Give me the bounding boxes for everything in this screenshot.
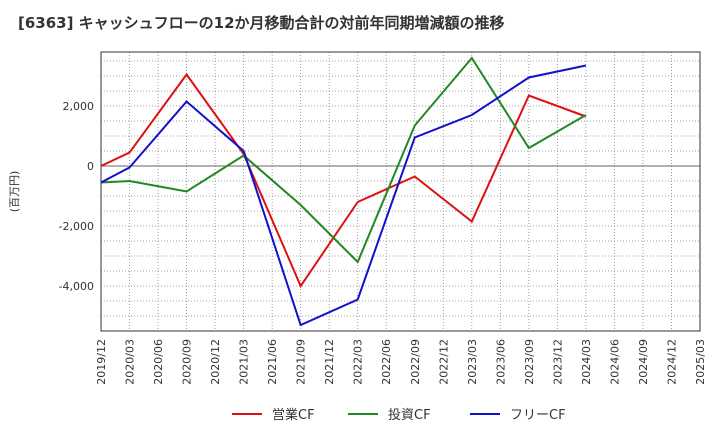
y-axis-label: (百万円) [8,171,21,213]
x-tick-label: 2024/12 [665,339,678,385]
x-tick-label: 2020/03 [124,339,137,385]
x-tick-label: 2024/06 [608,339,621,385]
series-line-3 [100,64,587,327]
plot-border [100,51,701,332]
x-tick-label: 2025/03 [694,339,707,385]
x-tick-label: 2023/06 [494,339,507,385]
x-tick-label: 2021/12 [323,339,336,385]
x-tick-label: 2024/03 [580,339,593,385]
x-tick-label: 2022/09 [409,339,422,385]
chart-title: [6363] キャッシュフローの12か月移動合計の対前年同期増減額の推移 [18,14,505,32]
x-tick-label: 2023/12 [551,339,564,385]
x-tick-label: 2022/03 [352,339,365,385]
x-tick-label: 2022/06 [380,339,393,385]
series-lines [100,56,587,327]
legend-label-1: 営業CF [272,407,315,423]
x-tick-label: 2020/09 [181,339,194,385]
x-tick-label: 2021/09 [295,339,308,385]
x-tick-label: 2021/06 [266,339,279,385]
axes: 2019/12 2020/03 2020/06 2020/09 2020/12 2021/… [8,51,707,385]
legend: 営業CF 投資CF フリーCF [232,407,566,423]
x-tick-label: 2020/06 [152,339,165,385]
x-tick-label: 2024/09 [637,339,650,385]
legend-label-3: フリーCF [510,408,566,423]
y-tick-label: -4,000 [59,280,94,293]
y-tick-label: 2,000 [63,100,95,113]
y-tick-label: 0 [87,160,94,173]
series-line-1 [100,72,587,289]
x-tick-label: 2023/09 [523,339,536,385]
x-tick-label: 2021/03 [238,339,251,385]
x-tick-label: 2022/12 [437,339,450,385]
x-tick-label: 2023/03 [466,339,479,385]
legend-label-2: 投資CF [388,407,431,423]
series-line-2 [100,56,587,264]
x-tick-label: 2020/12 [209,339,222,385]
grid [100,52,701,332]
x-tick-label: 2019/12 [95,339,108,385]
y-tick-label: -2,000 [59,220,94,233]
